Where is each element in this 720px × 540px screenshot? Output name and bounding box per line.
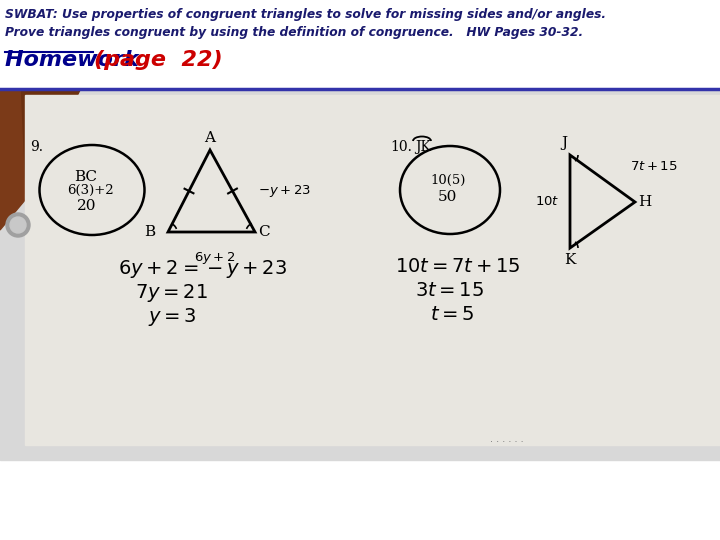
Text: SWBAT: Use properties of congruent triangles to solve for missing sides and/or a: SWBAT: Use properties of congruent trian… — [5, 8, 606, 21]
Text: H: H — [638, 195, 652, 209]
Circle shape — [10, 217, 26, 233]
Text: BC: BC — [74, 170, 97, 184]
Text: J: J — [561, 136, 567, 150]
Bar — [25, 95, 720, 445]
Bar — [0, 0, 720, 90]
Text: 20: 20 — [77, 199, 96, 213]
Polygon shape — [0, 90, 80, 190]
Text: (page  22): (page 22) — [94, 50, 222, 70]
Text: B: B — [144, 225, 155, 239]
Text: A: A — [204, 131, 215, 145]
Text: $t = 5$: $t = 5$ — [430, 306, 474, 324]
Text: Prove triangles congruent by using the definition of congruence.   HW Pages 30-3: Prove triangles congruent by using the d… — [5, 26, 583, 39]
Circle shape — [6, 213, 30, 237]
Text: $10t$: $10t$ — [535, 195, 559, 208]
Text: JK: JK — [415, 140, 431, 154]
Text: 6(3)+2: 6(3)+2 — [67, 184, 114, 197]
Text: $y = 3$: $y = 3$ — [148, 306, 197, 328]
Text: . . . . . .: . . . . . . — [490, 434, 523, 444]
Text: $7y = 21$: $7y = 21$ — [135, 282, 208, 304]
Text: 10(5): 10(5) — [430, 174, 465, 187]
Text: 9.: 9. — [30, 140, 43, 154]
Text: $6y + 2$: $6y + 2$ — [194, 250, 235, 266]
Text: $7t + 15$: $7t + 15$ — [630, 160, 678, 173]
Text: 50: 50 — [438, 190, 457, 204]
Text: $6y + 2 = -y + 23$: $6y + 2 = -y + 23$ — [118, 258, 287, 280]
Text: C: C — [258, 225, 269, 239]
Text: $3t = 15$: $3t = 15$ — [415, 282, 484, 300]
Polygon shape — [0, 90, 25, 230]
Bar — [0, 90, 720, 460]
Text: 10.: 10. — [390, 140, 412, 154]
Text: Homework: Homework — [5, 50, 146, 70]
Text: K: K — [564, 253, 576, 267]
Text: $10t = 7t + 15$: $10t = 7t + 15$ — [395, 258, 521, 276]
Text: $-y + 23$: $-y + 23$ — [258, 183, 311, 199]
